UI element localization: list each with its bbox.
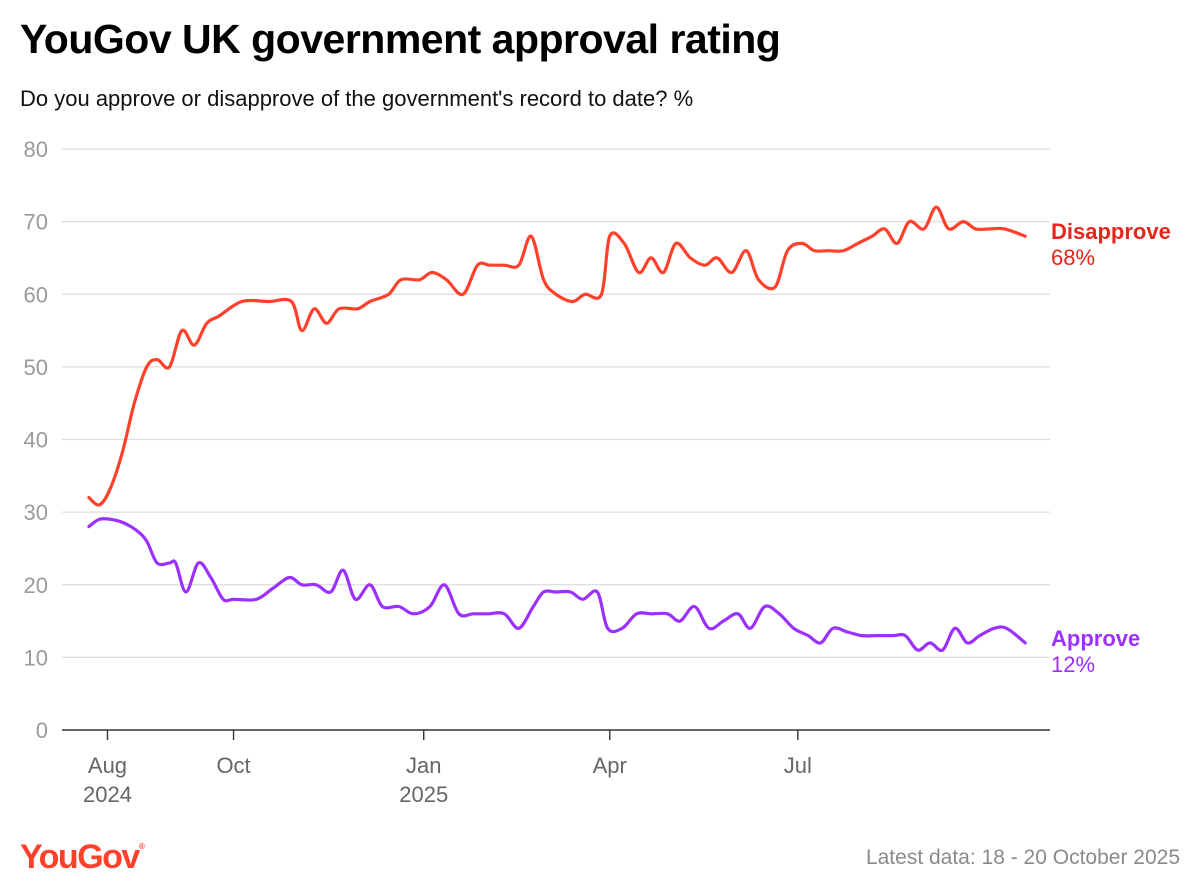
y-tick-label: 10: [24, 645, 48, 670]
x-tick-label: Jan: [406, 753, 441, 778]
registered-mark-icon: ®: [138, 842, 145, 851]
approve-series-line: [87, 517, 1027, 653]
x-axis-ticks: Aug 2024 Oct Jan 2025 Apr Jul: [83, 730, 812, 807]
disapprove-series-line: [87, 205, 1027, 507]
y-tick-label: 70: [24, 210, 48, 235]
approve-series-name: Approve: [1051, 626, 1140, 651]
x-tick-label: Apr: [593, 753, 627, 778]
x-tick-label: Aug: [88, 753, 127, 778]
disapprove-series-name: Disapprove: [1051, 219, 1171, 244]
y-axis-ticks: 0 10 20 30 40 50 60 70 80: [24, 137, 48, 743]
latest-data-note: Latest data: 18 - 20 October 2025: [865, 846, 1180, 869]
series-lines: [87, 205, 1027, 653]
y-tick-label: 30: [24, 500, 48, 525]
brand-text: YouGov: [20, 838, 140, 876]
yougov-logo: YouGov®: [20, 838, 145, 877]
y-tick-label: 50: [24, 355, 48, 380]
x-tick-label: Oct: [216, 753, 250, 778]
chart-title: YouGov UK government approval rating: [20, 16, 781, 62]
y-tick-label: 0: [36, 718, 48, 743]
x-tick-label: 2024: [83, 782, 132, 807]
y-tick-label: 20: [24, 573, 48, 598]
y-tick-label: 60: [24, 282, 48, 307]
chart-subtitle: Do you approve or disapprove of the gove…: [20, 86, 694, 111]
approve-latest-value: 12%: [1051, 652, 1095, 677]
x-tick-label: Jul: [784, 753, 812, 778]
line-chart: 0 10 20 30 40 50 60 70 80 Aug 2024 Oct Jan 2025 Apr Ju…: [24, 137, 1171, 807]
x-tick-label: 2025: [399, 782, 448, 807]
disapprove-latest-value: 68%: [1051, 245, 1095, 270]
y-tick-label: 40: [24, 428, 48, 453]
y-tick-label: 80: [24, 137, 48, 162]
